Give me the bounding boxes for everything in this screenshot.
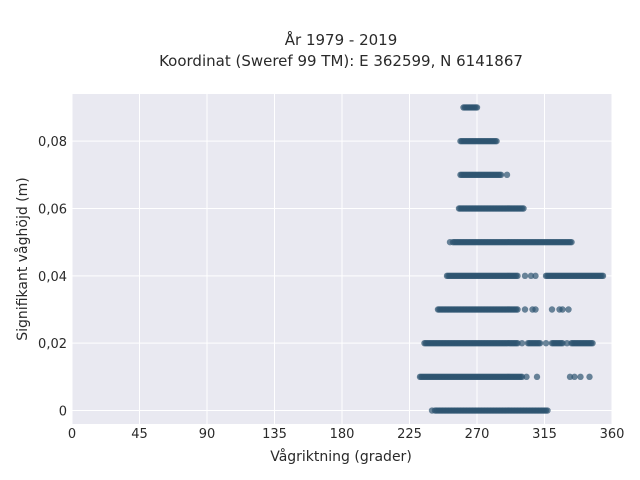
y-tick-label: 0,04 <box>38 270 67 285</box>
x-tick-label: 360 <box>600 427 625 442</box>
x-tick-label: 45 <box>131 427 148 442</box>
data-point <box>568 238 575 246</box>
data-point <box>559 306 566 313</box>
data-point <box>566 373 574 381</box>
x-axis-label: Vågriktning (grader) <box>270 448 412 465</box>
x-tick-label: 180 <box>330 427 355 442</box>
data-point <box>497 171 505 179</box>
y-tick-labels: 0 0,02 0,04 0,06 0,08 <box>38 135 67 419</box>
y-tick-label: 0,02 <box>38 337 67 352</box>
data-point <box>589 339 596 347</box>
chart-title: År 1979 - 2019 <box>285 30 398 49</box>
data-point <box>520 205 527 212</box>
data-point <box>514 272 521 280</box>
data-point <box>544 407 551 414</box>
x-tick-label: 270 <box>465 427 490 442</box>
data-point <box>586 373 593 381</box>
data-point <box>533 373 541 381</box>
x-tick-label: 225 <box>397 427 422 442</box>
y-tick-label: 0 <box>59 405 67 420</box>
data-point <box>521 306 529 313</box>
data-point <box>542 339 550 347</box>
data-point <box>563 339 571 347</box>
data-point <box>446 238 454 246</box>
x-tick-label: 90 <box>199 427 216 442</box>
chart-subtitle: Koordinat (Sweref 99 TM): E 362599, N 61… <box>159 52 523 70</box>
y-tick-label: 0,06 <box>38 202 67 217</box>
data-point <box>518 373 526 381</box>
x-tick-labels: 0 45 90 135 180 225 270 315 360 <box>68 427 625 442</box>
data-point <box>565 306 572 313</box>
data-point <box>548 306 556 313</box>
data-point <box>493 137 500 145</box>
data-point <box>503 171 511 179</box>
x-tick-label: 135 <box>262 427 287 442</box>
data-point <box>577 373 584 381</box>
data-point <box>523 373 530 381</box>
data-point <box>536 339 544 347</box>
x-tick-label: 0 <box>68 427 76 442</box>
data-point <box>559 339 566 347</box>
data-point <box>514 306 521 313</box>
data-point <box>514 339 521 347</box>
data-point <box>532 306 539 313</box>
data-point <box>571 373 578 381</box>
data-point <box>521 272 529 280</box>
data-point <box>473 104 481 111</box>
y-axis-label: Signifikant våghöjd (m) <box>14 177 31 340</box>
y-tick-label: 0,08 <box>38 135 67 150</box>
data-points <box>416 104 607 414</box>
data-point <box>527 272 535 280</box>
x-tick-label: 315 <box>532 427 557 442</box>
data-point <box>428 407 436 414</box>
data-point <box>532 272 539 280</box>
data-point <box>518 339 526 347</box>
data-point <box>599 272 607 280</box>
